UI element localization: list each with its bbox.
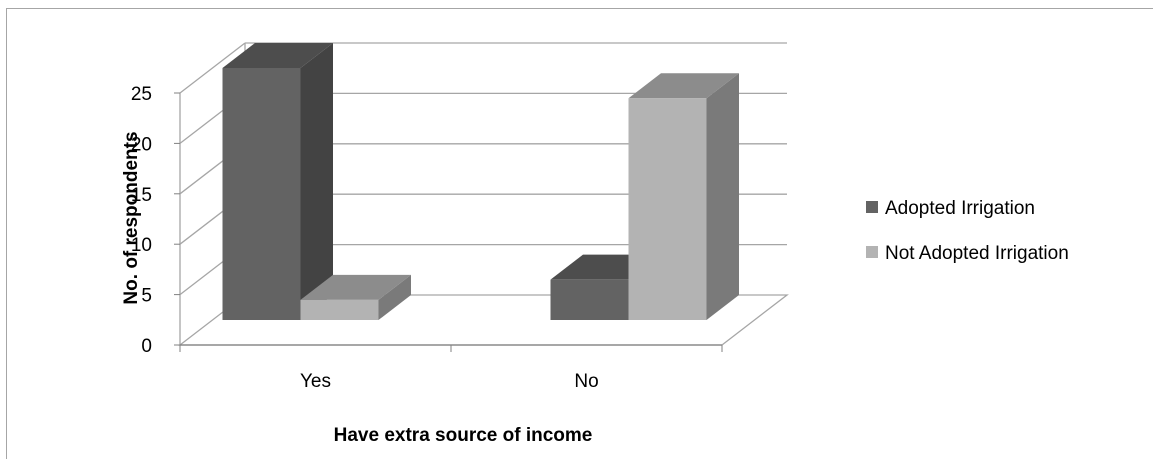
bars <box>222 43 739 321</box>
legend-item: Adopted Irrigation <box>866 198 1035 219</box>
y-tick-label: 10 <box>131 235 152 256</box>
bar-top-face <box>628 73 739 99</box>
chart-frame <box>6 8 1153 459</box>
y-tick-label: 20 <box>131 134 152 155</box>
bar-front-face <box>222 68 301 320</box>
legend-swatch <box>866 246 878 258</box>
legend: Adopted Irrigation Not Adopted Irrigation <box>866 198 1069 264</box>
x-tick-label: No <box>574 371 598 392</box>
bar-adopted-irrigation-yes <box>222 43 333 320</box>
bar-side-face <box>378 274 411 320</box>
bar-top-face <box>222 43 333 68</box>
bar-front-face <box>628 98 707 321</box>
bar-not-adopted-irrigation-yes <box>300 274 411 320</box>
y-tick-label: 25 <box>131 84 152 105</box>
bar-side-face <box>300 43 333 320</box>
bar-front-face <box>550 279 629 320</box>
bar-top-face <box>300 274 411 300</box>
legend-label: Adopted Irrigation <box>885 198 1035 219</box>
y-tick-label: 0 <box>141 336 152 357</box>
y-axis-ticks: 0 5 10 15 20 25 <box>131 84 180 357</box>
y-axis-title: No. of respondents <box>121 131 142 304</box>
legend-swatch <box>866 201 878 213</box>
legend-item: Not Adopted Irrigation <box>866 243 1069 264</box>
y-tick-label: 5 <box>141 286 152 307</box>
bar-front-face <box>300 299 379 320</box>
y-tick-label: 15 <box>131 185 152 206</box>
bar-side-face <box>706 73 739 321</box>
x-tick-label: Yes <box>300 371 331 392</box>
gridline-diagonal <box>179 42 246 94</box>
x-axis: Yes No <box>179 344 723 392</box>
legend-label: Not Adopted Irrigation <box>885 243 1069 264</box>
bar-not-adopted-irrigation-no <box>628 73 739 321</box>
x-axis-title: Have extra source of income <box>334 425 593 446</box>
